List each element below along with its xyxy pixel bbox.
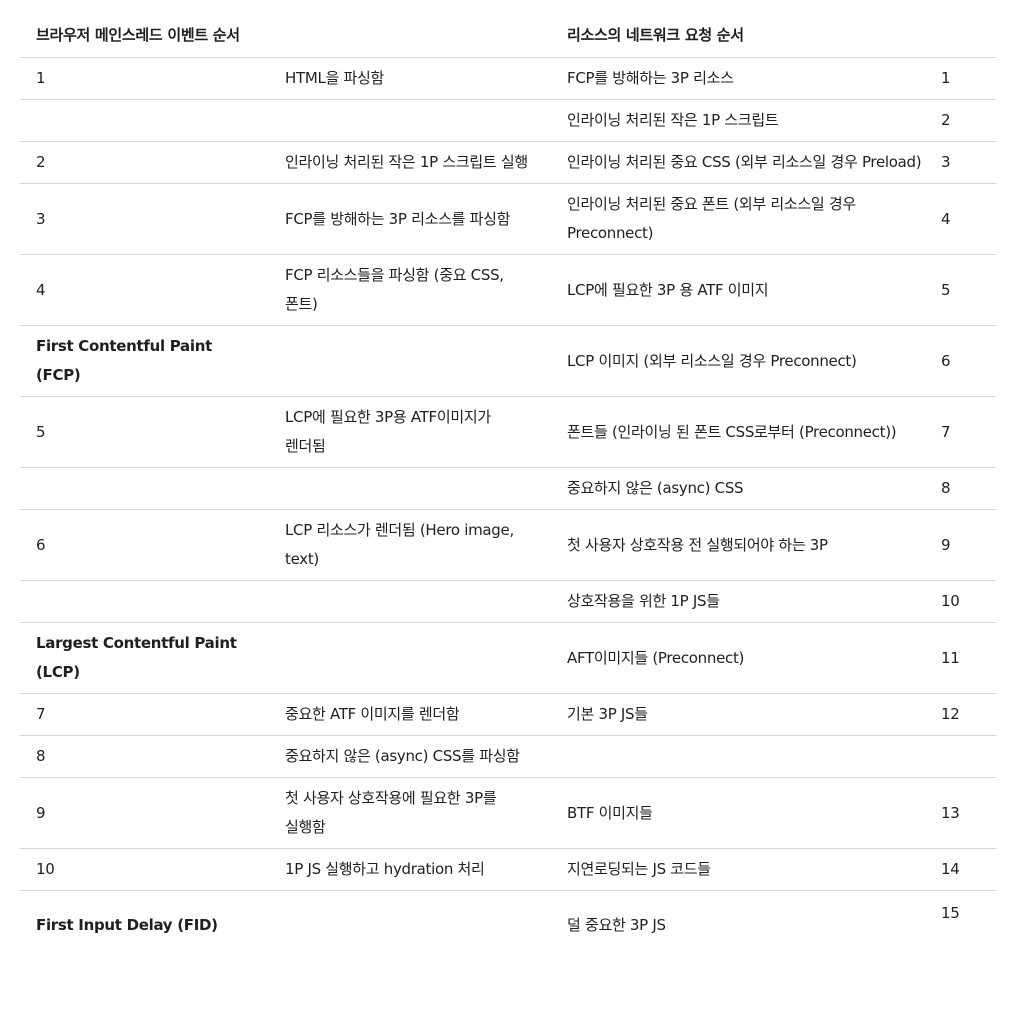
cell-resource: 중요하지 않은 (async) CSS <box>551 467 941 510</box>
cell-resource-order: 7 <box>941 396 996 468</box>
cell-event-description: 중요한 ATF 이미지를 렌더함 <box>269 693 551 736</box>
cell-resource: 인라이닝 처리된 중요 CSS (외부 리소스일 경우 Preload) <box>551 141 941 184</box>
cell-event-step: 1 <box>20 57 269 100</box>
cell-event-step: 4 <box>20 254 269 326</box>
header-blank <box>269 14 551 58</box>
cell-event-step: 8 <box>20 735 269 778</box>
cell-milestone-fcp: First Contentful Paint (FCP) <box>20 325 269 397</box>
cell-resource-order: 15 <box>941 904 960 922</box>
cell-resource-order: 14 <box>941 848 996 891</box>
cell-resource: LCP 이미지 (외부 리소스일 경우 Preconnect) <box>551 325 941 397</box>
cell-resource-order: 2 <box>941 99 996 142</box>
table-row-milestone: First Contentful Paint (FCP) LCP 이미지 (외부… <box>20 325 996 397</box>
table-row: 상호작용을 위한 1P JS들 10 <box>20 580 996 623</box>
cell-event-step: 3 <box>20 183 269 255</box>
cell-resource-order: 4 <box>941 183 996 255</box>
cell-event-description <box>269 467 551 510</box>
cell-event-step: 9 <box>20 777 269 849</box>
cell-event-description: LCP에 필요한 3P용 ATF이미지가 렌더됨 <box>269 396 551 468</box>
cell-resource: BTF 이미지들 <box>551 777 941 849</box>
cell-event-step: 2 <box>20 141 269 184</box>
cell-resource <box>551 735 941 778</box>
cell-resource: 상호작용을 위한 1P JS들 <box>551 580 941 623</box>
cell-event-description: HTML을 파싱함 <box>269 57 551 100</box>
cell-resource-order: 5 <box>941 254 996 326</box>
table-header-row: 브라우저 메인스레드 이벤트 순서 리소스의 네트워크 요청 순서 <box>20 14 996 58</box>
cell-event-description <box>269 99 551 142</box>
cell-resource-order: 11 <box>941 622 996 694</box>
cell-resource-order: 8 <box>941 467 996 510</box>
cell-resource: 인라이닝 처리된 작은 1P 스크립트 <box>551 99 941 142</box>
cell-event-step: 5 <box>20 396 269 468</box>
cell-event-description <box>269 891 551 947</box>
table-row: 8 중요하지 않은 (async) CSS를 파싱함 <box>20 735 996 778</box>
cell-resource-order <box>941 735 996 778</box>
cell-milestone-lcp: Largest Contentful Paint (LCP) <box>20 622 269 694</box>
cell-event-description: LCP 리소스가 렌더됨 (Hero image, text) <box>269 509 551 581</box>
table-row: 2 인라이닝 처리된 작은 1P 스크립트 실행 인라이닝 처리된 중요 CSS… <box>20 141 996 184</box>
cell-resource: FCP를 방해하는 3P 리소스 <box>551 57 941 100</box>
cell-resource: AFT이미지들 (Preconnect) <box>551 622 941 694</box>
cell-event-step <box>20 467 269 510</box>
cell-resource: 첫 사용자 상호작용 전 실행되어야 하는 3P <box>551 509 941 581</box>
table-row: 10 1P JS 실행하고 hydration 처리 지연로딩되는 JS 코드들… <box>20 848 996 891</box>
cell-event-step: 10 <box>20 848 269 891</box>
table-row-milestone: Largest Contentful Paint (LCP) AFT이미지들 (… <box>20 622 996 694</box>
table-row: 4 FCP 리소스들을 파싱함 (중요 CSS, 폰트) LCP에 필요한 3P… <box>20 254 996 326</box>
cell-event-step <box>20 99 269 142</box>
cell-event-description <box>269 580 551 623</box>
cell-resource-order: 12 <box>941 693 996 736</box>
cell-resource-order: 1 <box>941 57 996 100</box>
cell-event-description <box>269 325 551 397</box>
table-row: 3 FCP를 방해하는 3P 리소스를 파싱함 인라이닝 처리된 중요 폰트 (… <box>20 183 996 255</box>
table-row: 5 LCP에 필요한 3P용 ATF이미지가 렌더됨 폰트들 (인라이닝 된 폰… <box>20 396 996 468</box>
cell-event-step: 7 <box>20 693 269 736</box>
cell-resource-order: 13 <box>941 777 996 849</box>
cell-event-description: 1P JS 실행하고 hydration 처리 <box>269 848 551 891</box>
cell-resource: 인라이닝 처리된 중요 폰트 (외부 리소스일 경우 Preconnect) <box>551 183 941 255</box>
header-blank-2 <box>941 14 996 58</box>
cell-resource-order: 10 <box>941 580 996 623</box>
header-main-thread-events: 브라우저 메인스레드 이벤트 순서 <box>20 14 269 58</box>
table-row: 인라이닝 처리된 작은 1P 스크립트 2 <box>20 99 996 142</box>
cell-resource: LCP에 필요한 3P 용 ATF 이미지 <box>551 254 941 326</box>
cell-event-step: 6 <box>20 509 269 581</box>
cell-resource: 지연로딩되는 JS 코드들 <box>551 848 941 891</box>
table-row: 1 HTML을 파싱함 FCP를 방해하는 3P 리소스 1 <box>20 57 996 100</box>
cell-event-description: FCP를 방해하는 3P 리소스를 파싱함 <box>269 183 551 255</box>
header-network-request-order: 리소스의 네트워크 요청 순서 <box>551 14 941 58</box>
cell-resource: 덜 중요한 3P JS <box>567 916 666 934</box>
table-row: 9 첫 사용자 상호작용에 필요한 3P를 실행함 BTF 이미지들 13 <box>20 777 996 849</box>
cell-event-description: 인라이닝 처리된 작은 1P 스크립트 실행 <box>269 141 551 184</box>
content-area: 브라우저 메인스레드 이벤트 순서 리소스의 네트워크 요청 순서 1 HTML… <box>20 14 996 946</box>
cell-resource-order: 3 <box>941 141 996 184</box>
event-order-table: 브라우저 메인스레드 이벤트 순서 리소스의 네트워크 요청 순서 1 HTML… <box>20 14 996 946</box>
table-row: 7 중요한 ATF 이미지를 렌더함 기본 3P JS들 12 <box>20 693 996 736</box>
table-row: 중요하지 않은 (async) CSS 8 <box>20 467 996 510</box>
cell-resource-order: 6 <box>941 325 996 397</box>
cell-event-description <box>269 622 551 694</box>
table-row-milestone: First Input Delay (FID) 덜 중요한 3P JS 15 <box>20 891 996 947</box>
cell-resource: 기본 3P JS들 <box>551 693 941 736</box>
cell-event-description: 중요하지 않은 (async) CSS를 파싱함 <box>269 735 551 778</box>
cell-resource: 폰트들 (인라이닝 된 폰트 CSS로부터 (Preconnect)) <box>551 396 941 468</box>
cell-milestone-fid: First Input Delay (FID) <box>36 916 218 934</box>
table-row: 6 LCP 리소스가 렌더됨 (Hero image, text) 첫 사용자 … <box>20 509 996 581</box>
cell-event-step <box>20 580 269 623</box>
cell-event-description: 첫 사용자 상호작용에 필요한 3P를 실행함 <box>269 777 551 849</box>
cell-resource-order: 9 <box>941 509 996 581</box>
cell-event-description: FCP 리소스들을 파싱함 (중요 CSS, 폰트) <box>269 254 551 326</box>
